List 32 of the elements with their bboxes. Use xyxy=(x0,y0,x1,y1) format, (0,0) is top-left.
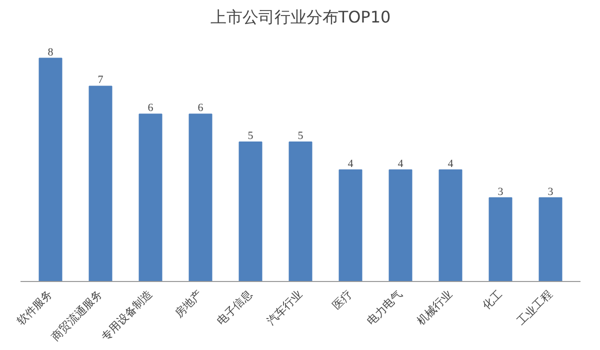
data-label: 6 xyxy=(198,102,204,114)
bar xyxy=(338,169,362,282)
chart-title: 上市公司行业分布TOP10 xyxy=(210,8,391,26)
bar xyxy=(538,197,562,282)
bar xyxy=(238,141,262,282)
bar xyxy=(488,197,512,282)
data-label: 7 xyxy=(98,74,104,86)
x-tick-label: 软件服务 xyxy=(15,288,55,328)
x-tick-label: 电子信息 xyxy=(214,288,255,328)
data-label: 4 xyxy=(348,158,354,170)
bar xyxy=(188,114,212,282)
bar xyxy=(88,86,112,282)
data-label: 8 xyxy=(48,46,54,58)
data-label: 3 xyxy=(548,186,554,198)
x-tick-label: 机械行业 xyxy=(414,288,455,328)
data-label: 6 xyxy=(148,102,154,114)
data-label: 4 xyxy=(448,158,454,170)
x-tick-label: 化工 xyxy=(480,288,505,312)
x-tick-label: 房地产 xyxy=(172,288,205,320)
data-label: 5 xyxy=(248,130,254,142)
x-tick-label: 工业工程 xyxy=(514,288,555,328)
data-label: 5 xyxy=(298,130,304,142)
x-tick-label: 汽车行业 xyxy=(264,288,305,328)
bar xyxy=(438,169,462,282)
bar xyxy=(38,58,62,282)
bar xyxy=(388,169,412,282)
data-label: 3 xyxy=(498,186,504,198)
x-tick-label: 医疗 xyxy=(330,288,355,312)
bar xyxy=(138,114,162,282)
data-label: 4 xyxy=(398,158,404,170)
x-tick-label: 电力电气 xyxy=(364,288,405,328)
bar xyxy=(288,141,312,282)
